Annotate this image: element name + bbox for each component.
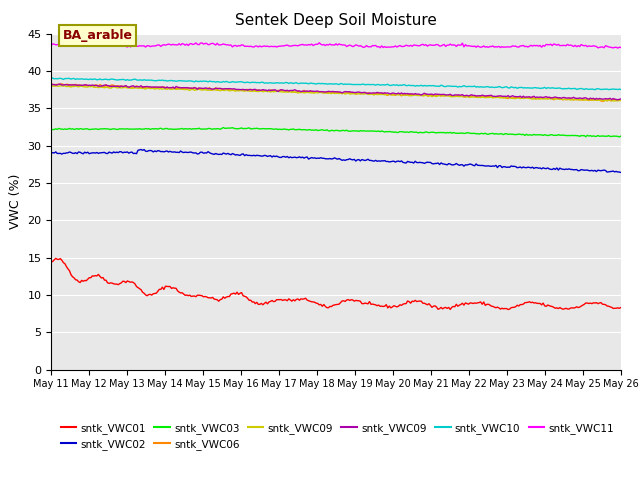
Title: Sentek Deep Soil Moisture: Sentek Deep Soil Moisture [235,13,437,28]
Legend: sntk_VWC01, sntk_VWC02, sntk_VWC03, sntk_VWC06, sntk_VWC09, sntk_VWC09, sntk_VWC: sntk_VWC01, sntk_VWC02, sntk_VWC03, sntk… [56,419,618,454]
Y-axis label: VWC (%): VWC (%) [9,174,22,229]
Text: BA_arable: BA_arable [63,29,132,42]
